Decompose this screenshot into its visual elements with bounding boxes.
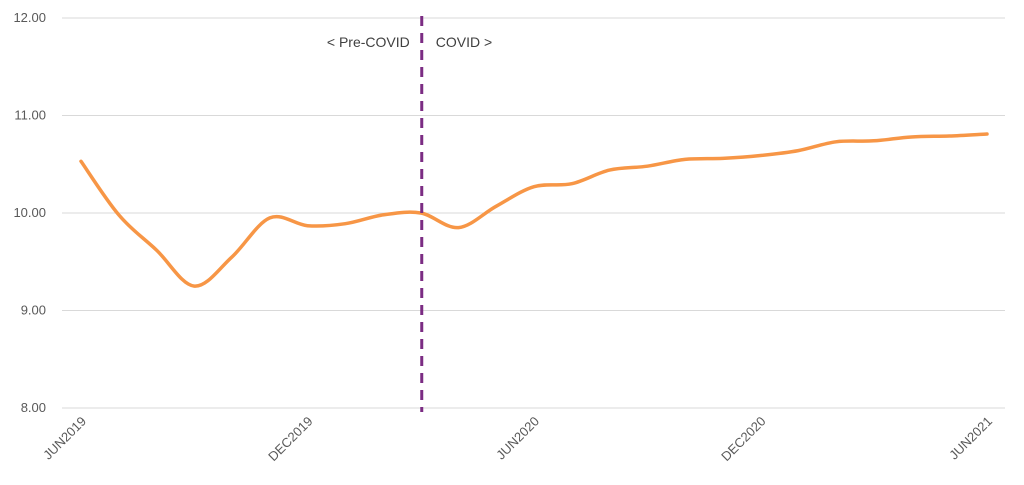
x-tick-label: DEC2020	[718, 414, 768, 464]
x-tick-label: JUN2019	[40, 414, 89, 463]
x-tick-label: JUN2021	[946, 414, 995, 463]
covid-label: COVID >	[436, 34, 492, 50]
covid-divider-group: < Pre-COVID COVID >	[327, 16, 492, 412]
y-tick-label: 8.00	[21, 400, 46, 415]
x-axis-tick-labels: JUN2019 DEC2019 JUN2020 DEC2020 JUN2021	[40, 414, 995, 464]
y-axis-tick-labels: 8.00 9.00 10.00 11.00 12.00	[13, 10, 46, 415]
y-tick-label: 11.00	[14, 108, 46, 123]
pre-covid-label: < Pre-COVID	[327, 34, 410, 50]
y-tick-label: 10.00	[13, 205, 46, 220]
x-tick-label: DEC2019	[265, 414, 315, 464]
y-tick-label: 12.00	[13, 10, 46, 25]
y-tick-label: 9.00	[21, 303, 46, 318]
series-group	[79, 132, 989, 288]
x-tick-label: JUN2020	[493, 414, 542, 463]
gridlines	[62, 17, 1005, 409]
series-line	[79, 132, 989, 288]
